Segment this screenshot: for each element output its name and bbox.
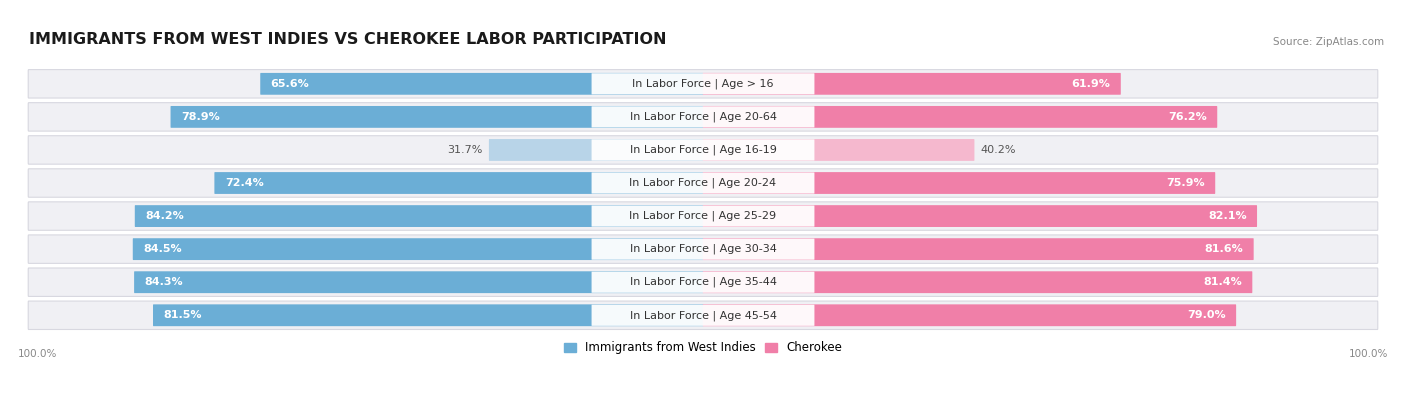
FancyBboxPatch shape: [28, 70, 1378, 98]
Text: Source: ZipAtlas.com: Source: ZipAtlas.com: [1272, 37, 1384, 47]
FancyBboxPatch shape: [28, 103, 1378, 131]
Text: 79.0%: 79.0%: [1187, 310, 1226, 320]
Text: 76.2%: 76.2%: [1168, 112, 1206, 122]
Text: 84.2%: 84.2%: [145, 211, 184, 221]
FancyBboxPatch shape: [592, 173, 814, 194]
Text: IMMIGRANTS FROM WEST INDIES VS CHEROKEE LABOR PARTICIPATION: IMMIGRANTS FROM WEST INDIES VS CHEROKEE …: [28, 32, 666, 47]
Text: 100.0%: 100.0%: [18, 349, 58, 359]
Text: 81.4%: 81.4%: [1204, 277, 1241, 287]
Text: In Labor Force | Age 20-24: In Labor Force | Age 20-24: [630, 178, 776, 188]
FancyBboxPatch shape: [214, 172, 703, 194]
Text: 31.7%: 31.7%: [447, 145, 482, 155]
FancyBboxPatch shape: [28, 202, 1378, 230]
FancyBboxPatch shape: [592, 139, 814, 160]
Text: 81.5%: 81.5%: [163, 310, 202, 320]
Text: 84.5%: 84.5%: [143, 244, 181, 254]
FancyBboxPatch shape: [28, 235, 1378, 263]
Text: 84.3%: 84.3%: [145, 277, 183, 287]
FancyBboxPatch shape: [703, 172, 1215, 194]
FancyBboxPatch shape: [260, 73, 703, 95]
FancyBboxPatch shape: [135, 205, 703, 227]
Text: 65.6%: 65.6%: [270, 79, 309, 89]
FancyBboxPatch shape: [134, 271, 703, 293]
Text: 78.9%: 78.9%: [181, 112, 219, 122]
Text: In Labor Force | Age 35-44: In Labor Force | Age 35-44: [630, 277, 776, 288]
Text: In Labor Force | Age 45-54: In Labor Force | Age 45-54: [630, 310, 776, 320]
FancyBboxPatch shape: [703, 106, 1218, 128]
FancyBboxPatch shape: [592, 305, 814, 326]
FancyBboxPatch shape: [703, 139, 974, 161]
FancyBboxPatch shape: [170, 106, 703, 128]
FancyBboxPatch shape: [592, 272, 814, 293]
Text: 40.2%: 40.2%: [981, 145, 1017, 155]
FancyBboxPatch shape: [592, 73, 814, 94]
Text: In Labor Force | Age 30-34: In Labor Force | Age 30-34: [630, 244, 776, 254]
FancyBboxPatch shape: [703, 238, 1254, 260]
FancyBboxPatch shape: [28, 169, 1378, 197]
Text: 61.9%: 61.9%: [1071, 79, 1111, 89]
Text: 81.6%: 81.6%: [1205, 244, 1243, 254]
Text: In Labor Force | Age 16-19: In Labor Force | Age 16-19: [630, 145, 776, 155]
FancyBboxPatch shape: [28, 268, 1378, 296]
FancyBboxPatch shape: [592, 239, 814, 260]
FancyBboxPatch shape: [592, 106, 814, 128]
Text: 72.4%: 72.4%: [225, 178, 263, 188]
Legend: Immigrants from West Indies, Cherokee: Immigrants from West Indies, Cherokee: [564, 341, 842, 354]
FancyBboxPatch shape: [703, 73, 1121, 95]
Text: 100.0%: 100.0%: [1348, 349, 1388, 359]
FancyBboxPatch shape: [703, 305, 1236, 326]
FancyBboxPatch shape: [489, 139, 703, 161]
FancyBboxPatch shape: [703, 271, 1253, 293]
Text: In Labor Force | Age 25-29: In Labor Force | Age 25-29: [630, 211, 776, 221]
Text: 75.9%: 75.9%: [1166, 178, 1205, 188]
FancyBboxPatch shape: [28, 136, 1378, 164]
Text: In Labor Force | Age 20-64: In Labor Force | Age 20-64: [630, 112, 776, 122]
FancyBboxPatch shape: [592, 205, 814, 227]
FancyBboxPatch shape: [132, 238, 703, 260]
FancyBboxPatch shape: [703, 205, 1257, 227]
Text: 82.1%: 82.1%: [1208, 211, 1247, 221]
FancyBboxPatch shape: [28, 301, 1378, 329]
Text: In Labor Force | Age > 16: In Labor Force | Age > 16: [633, 79, 773, 89]
FancyBboxPatch shape: [153, 305, 703, 326]
